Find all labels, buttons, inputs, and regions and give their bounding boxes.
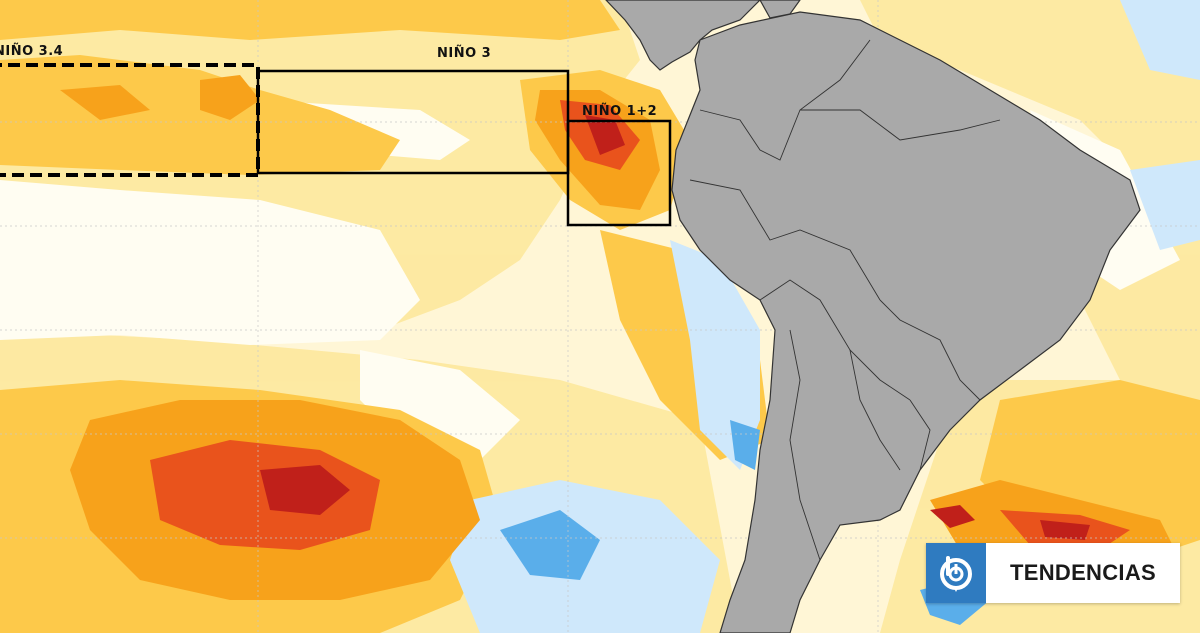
anomaly-hottest (260, 115, 1090, 540)
nino-region-boxes (0, 63, 672, 227)
tendencias-label: TENDENCIAS (1009, 560, 1156, 585)
nino34-box (0, 63, 260, 177)
nino12-label: NIÑO 1+2 (582, 104, 658, 119)
biobio-logo-icon (926, 543, 986, 603)
nino12-box (566, 119, 672, 227)
country-borders (689, 39, 1001, 561)
nino3-label: NIÑO 3 (437, 46, 492, 61)
nino34-label: NIÑO 3.4 (0, 44, 64, 59)
tendencias-badge[interactable]: TENDENCIAS (926, 543, 1180, 603)
